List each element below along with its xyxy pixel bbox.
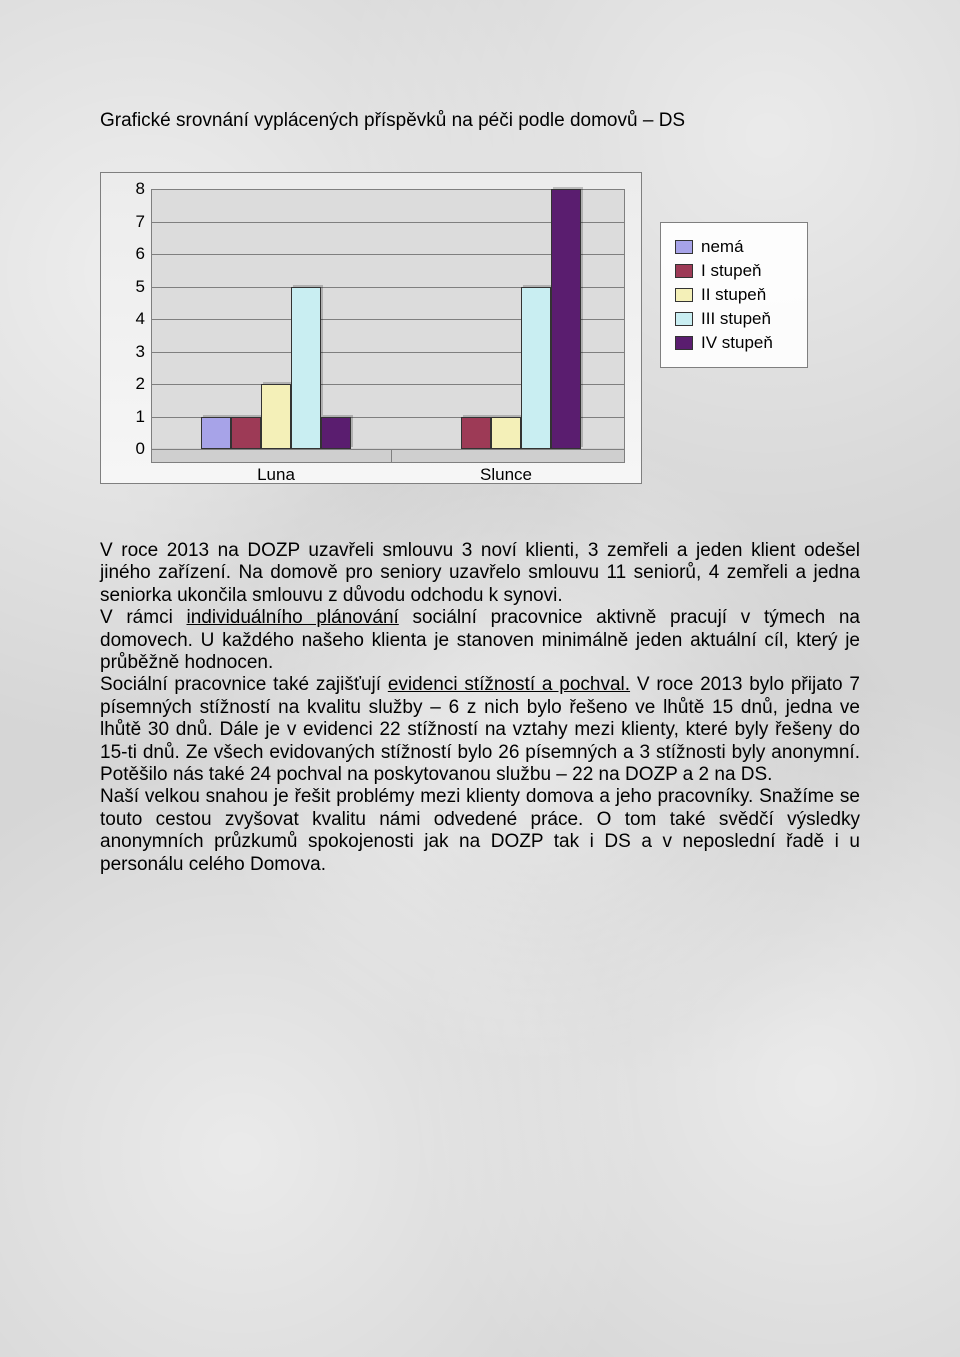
legend-swatch	[675, 288, 693, 302]
body-text: V roce 2013 na DOZP uzavřeli smlouvu 3 n…	[100, 540, 860, 876]
legend-swatch	[675, 264, 693, 278]
legend: nemá I stupeň II stupeň III stupeň IV stupeň	[660, 222, 808, 368]
y-axis-label: 2	[119, 374, 145, 394]
plot-area: 012345678LunaSlunce	[151, 189, 625, 449]
chart-title: Grafické srovnání vyplácených příspěvků …	[100, 110, 860, 132]
y-axis-label: 8	[119, 179, 145, 199]
y-axis-label: 3	[119, 342, 145, 362]
x-axis-label: Slunce	[480, 465, 532, 485]
legend-swatch	[675, 336, 693, 350]
legend-label: nemá	[701, 237, 744, 257]
y-axis-label: 5	[119, 277, 145, 297]
bar-chart: 0 1 2 3 4 5 6 7 8 Luna Slunce	[100, 172, 642, 484]
legend-swatch	[675, 312, 693, 326]
bar	[491, 417, 521, 450]
paragraph: Sociální pracovnice také zajišťují evide…	[100, 674, 860, 786]
legend-label: IV stupeň	[701, 333, 773, 353]
paragraph: V rámci individuálního plánování sociáln…	[100, 607, 860, 674]
bar	[231, 417, 261, 450]
floor	[151, 448, 625, 463]
bar	[291, 287, 321, 450]
bar	[521, 287, 551, 450]
legend-label: I stupeň	[701, 261, 762, 281]
legend-item: IV stupeň	[675, 333, 793, 353]
page: Grafické srovnání vyplácených příspěvků …	[0, 0, 960, 876]
y-axis-label: 0	[119, 439, 145, 459]
paragraph: V roce 2013 na DOZP uzavřeli smlouvu 3 n…	[100, 540, 860, 607]
bar	[201, 417, 231, 450]
legend-label: II stupeň	[701, 285, 766, 305]
paragraph: Naší velkou snahou je řešit problémy mez…	[100, 786, 860, 876]
legend-item: I stupeň	[675, 261, 793, 281]
legend-item: nemá	[675, 237, 793, 257]
y-axis-label: 1	[119, 407, 145, 427]
gridline	[151, 449, 625, 450]
bar	[551, 189, 581, 449]
legend-label: III stupeň	[701, 309, 771, 329]
chart-wrap: 0 1 2 3 4 5 6 7 8 Luna Slunce nemá I stupeň II stupe…	[100, 172, 860, 484]
y-axis-label: 7	[119, 212, 145, 232]
bar	[321, 417, 351, 450]
y-axis-label: 6	[119, 244, 145, 264]
legend-swatch	[675, 240, 693, 254]
bar	[261, 384, 291, 449]
bar	[461, 417, 491, 450]
legend-item: III stupeň	[675, 309, 793, 329]
legend-item: II stupeň	[675, 285, 793, 305]
group-separator	[391, 449, 392, 463]
y-axis-label: 4	[119, 309, 145, 329]
x-axis-label: Luna	[257, 465, 295, 485]
